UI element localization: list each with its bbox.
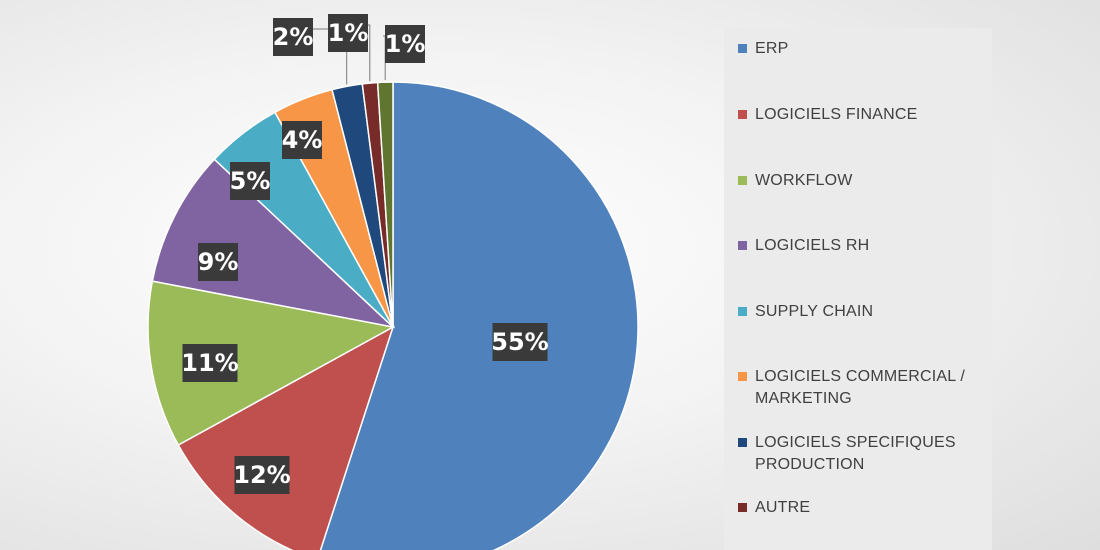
data-label-text: 9%	[198, 248, 239, 276]
legend-label: AUTRE	[755, 499, 811, 516]
legend-item-logiciels-specifiques-production: LOGICIELS SPECIFIQUES PRODUCTION	[738, 432, 988, 476]
legend-item-autre: AUTRE	[738, 497, 988, 519]
legend-swatch	[738, 503, 747, 512]
pie-slice-workflow	[147, 280, 396, 447]
data-label-box	[385, 25, 425, 63]
data-label: 55%	[491, 323, 549, 361]
data-label-text: 2%	[273, 23, 314, 51]
data-label-text: 5%	[230, 167, 271, 195]
legend-label: SUPPLY CHAIN	[755, 303, 874, 320]
legend-label: LOGICIELS COMMERCIAL / MARKETING	[755, 368, 966, 407]
chart-legend: ERP LOGICIELS FINANCE WORKFLOW LOGICIELS…	[724, 28, 992, 550]
legend-swatch	[738, 372, 747, 381]
data-label-box	[328, 14, 368, 52]
data-label: 5%	[230, 162, 271, 200]
legend-item-logiciels-finance: LOGICIELS FINANCE	[738, 104, 988, 126]
pie-slice-logiciels-finance	[177, 325, 395, 550]
legend-label: LOGICIELS SPECIFIQUES PRODUCTION	[755, 434, 956, 473]
leader-line	[368, 24, 371, 82]
data-label-box	[492, 323, 548, 361]
pie-slices	[147, 81, 639, 550]
pie-slice-erp	[319, 81, 639, 550]
legend-swatch	[738, 176, 747, 185]
data-label-text: 1%	[328, 19, 369, 47]
legend-item-logiciels-rh: LOGICIELS RH	[738, 235, 988, 257]
legend-swatch	[738, 438, 747, 447]
pie-slice-logiciels-rh	[151, 158, 396, 329]
legend-label: LOGICIELS FINANCE	[755, 106, 918, 123]
data-label: 12%	[233, 456, 291, 494]
data-label: 11%	[181, 344, 239, 382]
legend-item-workflow: WORKFLOW	[738, 170, 988, 192]
data-label-box	[273, 18, 313, 56]
data-label: 2%	[273, 18, 314, 56]
data-label-text: 12%	[233, 461, 290, 489]
data-label-box	[282, 121, 322, 159]
data-label-box	[234, 456, 290, 494]
data-label-text: 55%	[491, 328, 548, 356]
legend-label: LOGICIELS RH	[755, 237, 870, 254]
legend-label: ERP	[755, 40, 789, 57]
legend-item-logiciels-commercial-marketing: LOGICIELS COMMERCIAL / MARKETING	[738, 366, 988, 410]
legend-swatch	[738, 110, 747, 119]
legend-swatch	[738, 241, 747, 250]
data-label-text: 11%	[181, 349, 238, 377]
data-label-box	[182, 344, 238, 382]
data-label: 1%	[385, 25, 426, 63]
legend-item-supply-chain: SUPPLY CHAIN	[738, 301, 988, 323]
legend-swatch	[738, 307, 747, 316]
data-label-box	[198, 243, 238, 281]
legend-item-erp: ERP	[738, 38, 988, 60]
data-label: 1%	[328, 14, 369, 52]
legend-swatch	[738, 44, 747, 53]
data-label-text: 1%	[385, 30, 426, 58]
data-label-text: 4%	[282, 126, 323, 154]
data-labels: 55% 12% 11% 9% 5% 4% 2% 1% 1%	[181, 14, 549, 494]
data-label: 9%	[198, 243, 239, 281]
pie-slice-unlabeled	[376, 81, 394, 328]
data-label: 4%	[282, 121, 323, 159]
legend-label: WORKFLOW	[755, 172, 853, 189]
data-label-box	[230, 162, 270, 200]
